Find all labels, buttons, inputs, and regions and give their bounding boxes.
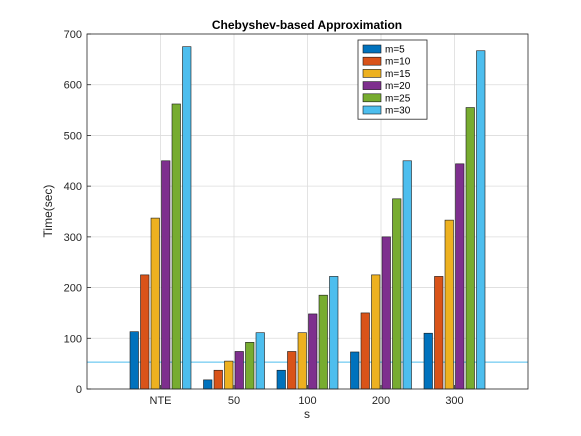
x-axis: NTE 50 100 200 300 [150,385,464,407]
legend-label: m=25 [385,93,411,104]
bar-m5-200 [350,351,360,390]
y-axis-label: Time(sec) [41,185,55,238]
bar-m5-100 [276,369,286,390]
y-tick-label: 100 [64,333,82,345]
y-tick-label: 500 [64,130,82,142]
bar-m20-300 [455,163,465,390]
bar-m5-300 [423,332,433,390]
bar-m30-NTE [182,46,192,390]
bar-m25-50 [245,342,255,390]
bar-m10-300 [434,276,444,390]
bar-m15-300 [444,219,454,390]
x-tick-label: 200 [372,395,390,407]
bar-m10-NTE [140,274,150,390]
x-tick-label: 300 [445,395,463,407]
legend-label: m=5 [385,45,405,56]
legend-swatch [362,81,382,90]
bar-m15-100 [297,332,307,390]
legend-swatch [362,105,382,115]
bar-m15-200 [371,274,381,390]
legend-label: m=20 [385,81,411,92]
chart-title: Chebyshev-based Approximation [212,18,402,32]
legend-swatch [362,69,382,78]
legend-swatch [362,56,382,66]
bar-m20-100 [308,313,318,390]
legend-label: m=30 [385,106,411,117]
bar-m20-NTE [161,160,171,390]
legend-swatch [362,44,382,54]
y-tick-label: 600 [64,80,82,92]
bar-m10-50 [213,369,223,390]
legend-swatch [362,93,382,103]
bar-m20-200 [381,236,391,390]
y-tick-label: 300 [64,232,82,244]
y-tick-label: 0 [76,384,82,396]
legend-label: m=10 [385,57,411,68]
legend: m=5m=10m=15m=20m=25 m=30 [357,39,428,120]
y-tick-label: 700 [64,29,82,41]
legend-label: m=15 [385,69,411,80]
bar-m10-100 [287,351,297,390]
y-tick-label: 400 [64,181,82,193]
bar-m25-300 [465,107,475,390]
x-axis-label: s [304,407,310,421]
bar-m15-NTE [150,217,160,390]
bar-m20-50 [234,351,244,390]
bar-m10-200 [360,312,370,390]
bar-m30-300 [476,50,486,390]
bar-m25-NTE [171,103,181,390]
x-tick-label: 100 [298,395,316,407]
y-axis: 0 100 200 300 400 500 600 700 [64,29,91,396]
bar-m5-NTE [129,331,139,390]
bar-m25-100 [318,294,328,390]
y-tick-label: 200 [64,283,82,295]
bar-m30-50 [255,332,265,390]
bar-m30-200 [402,160,412,390]
bar-m15-50 [224,360,234,390]
bar-m30-100 [329,276,339,390]
bar-m25-200 [392,198,402,390]
bar-m5-50 [203,379,213,390]
x-tick-label: 50 [228,395,240,407]
x-tick-label: NTE [150,395,172,407]
